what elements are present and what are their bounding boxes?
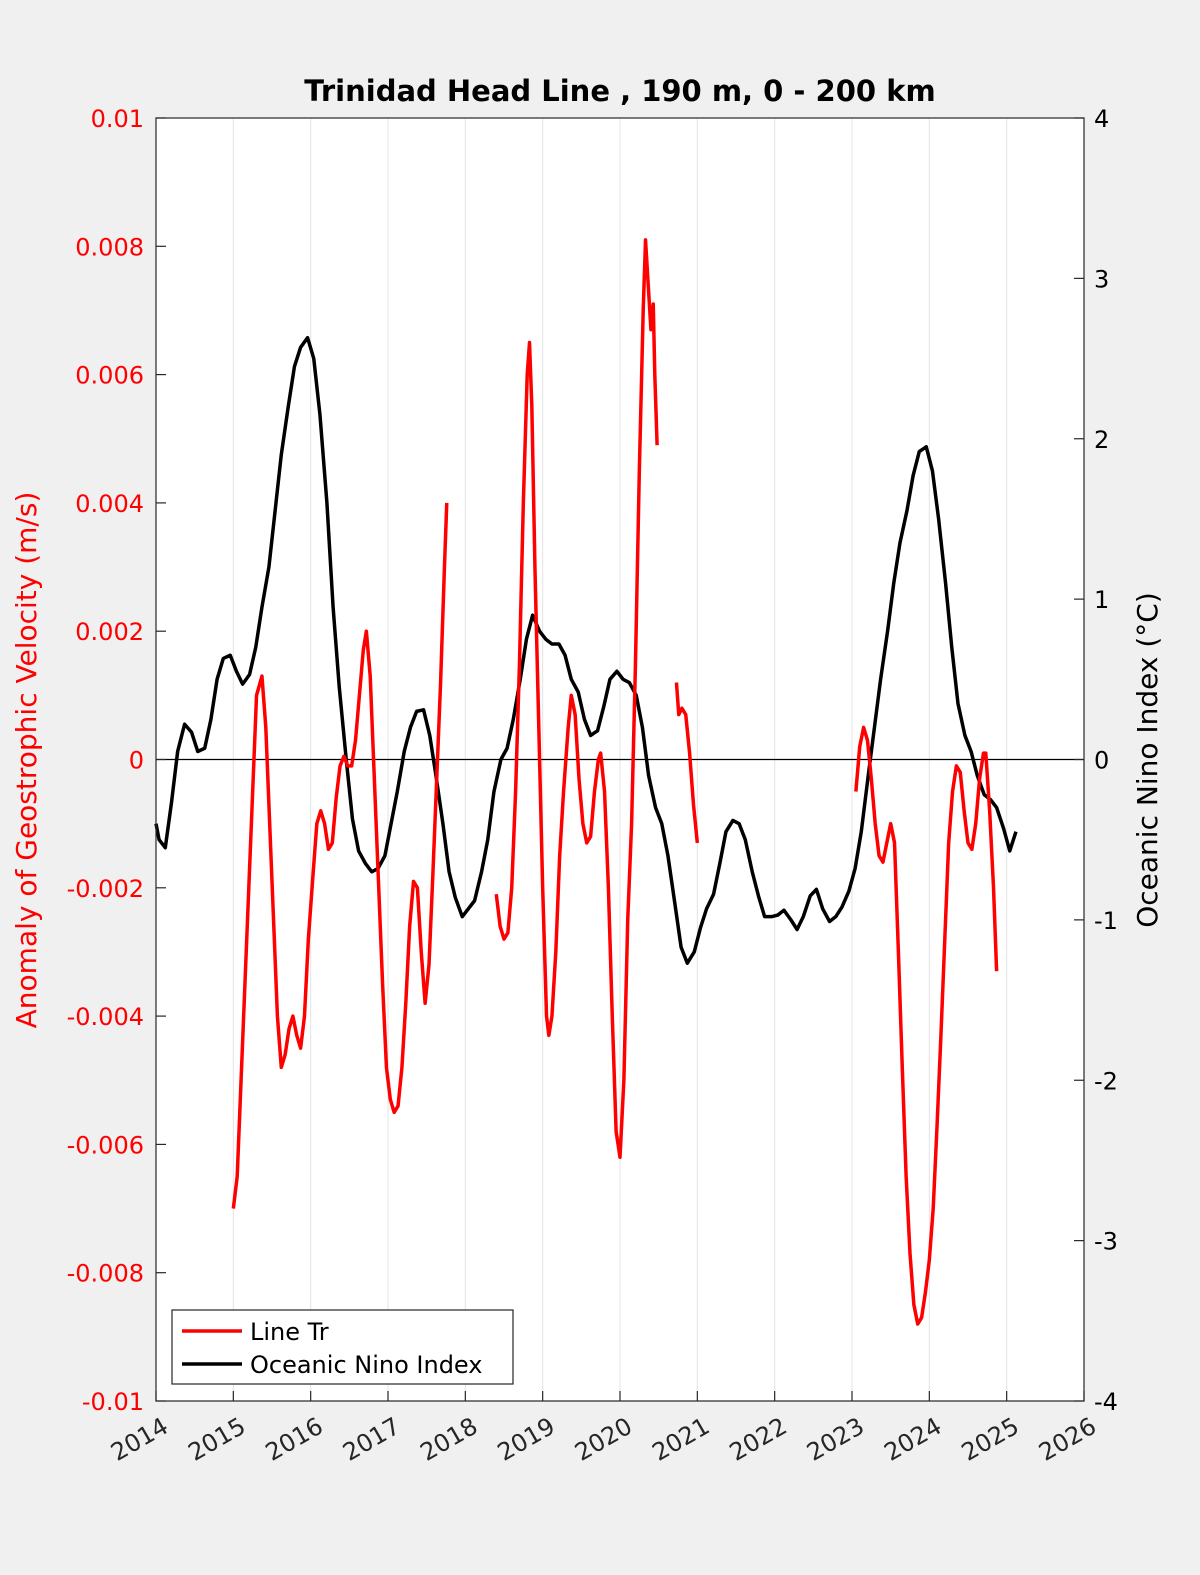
y-left-tick-label: -0.008: [67, 1260, 144, 1288]
right-axis-ticks: 4 3 2 1 0 -1 -2 -3 -4: [1074, 105, 1118, 1416]
y-axis-label-right: Oceanic Nino Index (°C): [1131, 592, 1164, 928]
y-left-tick-label: 0.002: [75, 618, 144, 646]
chart-title: Trinidad Head Line , 190 m, 0 - 200 km: [304, 74, 935, 108]
y-axis-label-left: Anomaly of Geostrophic Velocity (m/s): [10, 492, 43, 1029]
y-right-tick-label: 2: [1094, 426, 1109, 454]
y-right-tick-label: -4: [1094, 1388, 1118, 1416]
left-axis-ticks: 0.01 0.008 0.006 0.004 0.002 0 -0.002 -0.004 -0.…: [67, 105, 166, 1416]
y-left-tick-label: -0.01: [82, 1388, 144, 1416]
series-oni-segment-0: [154, 335, 1018, 965]
y-left-tick-label: 0.004: [75, 490, 144, 518]
y-left-tick-label: 0.006: [75, 362, 144, 390]
legend-label-oni: Oceanic Nino Index: [250, 1351, 482, 1379]
y-right-tick-label: 4: [1094, 105, 1109, 133]
legend-box: [171, 1309, 514, 1385]
series-line-tr-segment-0: [231, 502, 449, 1209]
y-left-tick-label: -0.004: [67, 1003, 144, 1031]
legend: Line Tr Oceanic Nino Index: [171, 1309, 514, 1385]
series-line-tr-segment-2: [674, 682, 700, 844]
legend-label-line-tr: Line Tr: [250, 1318, 329, 1346]
series-layer: [154, 238, 1018, 1326]
y-left-tick-label: -0.002: [67, 875, 144, 903]
y-left-tick-label: 0: [129, 747, 144, 775]
series-line-tr-segment-1: [494, 238, 659, 1159]
y-left-tick-label: 0.01: [91, 105, 144, 133]
y-right-tick-label: 0: [1094, 747, 1109, 775]
y-left-tick-label: -0.006: [67, 1131, 144, 1159]
series-line-tr-segment-3: [854, 725, 999, 1326]
y-right-tick-label: -2: [1094, 1067, 1118, 1095]
y-right-tick-label: 3: [1094, 265, 1109, 293]
y-left-tick-label: 0.008: [75, 233, 144, 261]
y-right-tick-label: -1: [1094, 907, 1118, 935]
y-right-tick-label: -3: [1094, 1228, 1118, 1256]
y-right-tick-label: 1: [1094, 586, 1109, 614]
